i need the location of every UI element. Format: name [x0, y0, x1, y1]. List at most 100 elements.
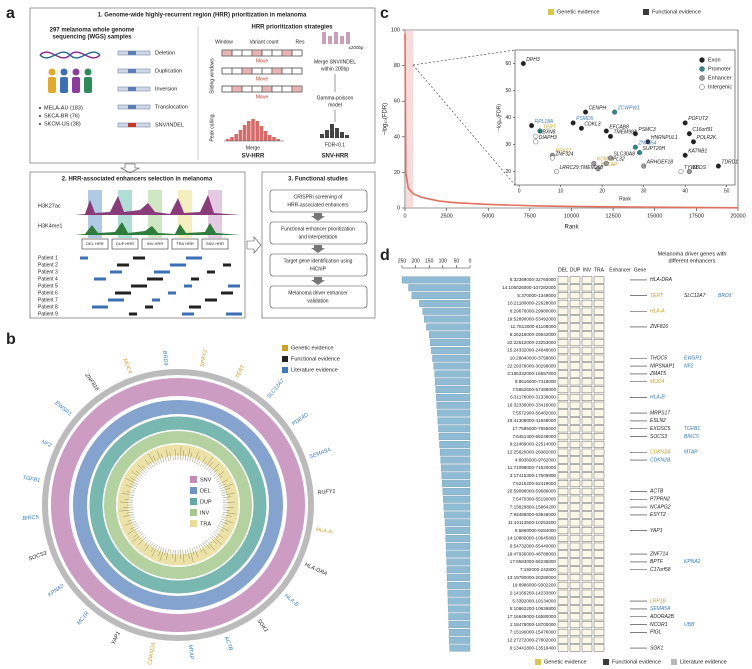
x-tick-label: 150: [425, 258, 434, 264]
category-label: 7:6451400-65248000: [512, 434, 556, 439]
matrix-cell: [569, 511, 581, 519]
x-tick-label: 250: [398, 258, 407, 264]
point: [641, 163, 647, 169]
matrix-cell: [569, 440, 581, 448]
matrix-cell: [557, 362, 569, 370]
point-label: ZNF554: [637, 141, 656, 147]
label: SKCA-BR (76): [44, 113, 80, 119]
point: [570, 120, 576, 126]
matrix-cell: [581, 472, 593, 480]
x-tick-label: 30: [641, 188, 647, 194]
gene-label: RUFY1: [317, 489, 335, 497]
point: [529, 123, 535, 129]
legend-marker: [699, 57, 705, 63]
window-cell: [291, 67, 303, 75]
label: Patient 8: [38, 304, 58, 310]
label: ±200bp: [349, 45, 364, 50]
gene-label: EXOSC5: [650, 426, 671, 432]
histogram-deco: [226, 139, 230, 141]
gene-label: SLC12A7: [684, 293, 706, 299]
category-label: 22:22512000-23253000: [507, 340, 556, 345]
column-header: DEL: [558, 267, 568, 273]
bar: [426, 323, 471, 331]
matrix-cell: [569, 605, 581, 613]
gene-label: NF2: [40, 439, 52, 449]
point: [632, 144, 638, 150]
point: [578, 125, 584, 131]
ring-tick: [218, 479, 228, 485]
patient-variant: [108, 298, 124, 302]
ring-tick: [164, 456, 167, 462]
bar: [444, 511, 471, 519]
variant-ring: [73, 400, 283, 610]
gene-label: NCOR1: [650, 622, 668, 628]
matrix-cell: [581, 299, 593, 307]
x-tick-label: 0: [403, 213, 406, 219]
category-label: 19:47930000-48788000: [507, 551, 556, 556]
label: Patient 6: [38, 290, 58, 296]
point: [686, 168, 692, 174]
ring-tick: [123, 507, 134, 509]
category-label: 6:31176000-31338000: [510, 395, 556, 400]
x-tick-label: 2500: [441, 213, 453, 219]
ring-tick: [139, 534, 145, 540]
gene-label: SLC12A7: [266, 377, 286, 400]
histogram-deco: [255, 121, 259, 141]
matrix-cell: [569, 581, 581, 589]
bar: [448, 628, 471, 636]
matrix-cell: [557, 331, 569, 339]
legend-swatch: [190, 520, 197, 527]
ring-tick: [131, 489, 136, 492]
matrix-cell: [581, 386, 593, 394]
point-label: TYW1: [684, 165, 698, 171]
matrix-cell: [557, 339, 569, 347]
bar: [445, 542, 471, 550]
matrix-cell: [593, 299, 605, 307]
matrix-cell: [581, 401, 593, 409]
matrix-cell: [569, 409, 581, 417]
ring-tick: [191, 547, 195, 555]
ring-tick: [150, 543, 156, 552]
highlight: [405, 30, 413, 208]
point-label: KATNB1: [688, 149, 707, 155]
matrix-cell: [581, 378, 593, 386]
matrix-cell: [569, 550, 581, 558]
gene-label: MC1R: [76, 611, 91, 627]
matrix-cell: [569, 370, 581, 378]
label: model: [328, 102, 342, 108]
ring-tick: [219, 523, 224, 526]
x-tick-label: 40: [682, 188, 688, 194]
category-label: 14:106026000-107282000: [502, 285, 556, 290]
label: SNV: [200, 477, 212, 483]
label: Move: [256, 58, 268, 64]
point: [607, 133, 613, 139]
gene-label: BRD9: [718, 293, 732, 299]
ring-tick: [218, 525, 229, 532]
ring-tick: [126, 511, 134, 514]
point-label: TDRD1: [721, 159, 738, 165]
bar: [419, 299, 471, 307]
bar: [449, 644, 471, 652]
matrix-cell: [557, 299, 569, 307]
ring-tick: [216, 480, 221, 483]
x-tick-label: 17500: [689, 213, 704, 219]
matrix-cell: [569, 527, 581, 535]
patient-variant: [189, 305, 201, 309]
window-cell: [231, 85, 243, 93]
bar: [424, 315, 471, 323]
bar: [435, 386, 471, 394]
gene-label: ADORA2B: [649, 614, 675, 620]
matrix-cell: [557, 370, 569, 378]
point-label: RPS27: [555, 149, 571, 155]
matrix-cell: [593, 534, 605, 542]
bar: [435, 378, 471, 386]
matrix-cell: [557, 495, 569, 503]
point-label: UBXN8: [539, 130, 556, 136]
ring-tick: [130, 516, 135, 518]
ring-tick: [220, 487, 231, 492]
x-tick-label: 10000: [564, 213, 579, 219]
bar: [438, 433, 471, 441]
patient-variant: [184, 284, 192, 288]
ring-tick: [148, 453, 156, 467]
patient-variant: [182, 312, 194, 316]
